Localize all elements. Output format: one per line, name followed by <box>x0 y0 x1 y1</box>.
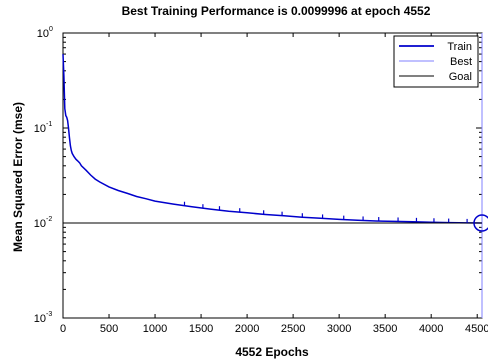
x-tick-label: 500 <box>100 323 118 335</box>
x-tick-label: 1500 <box>189 323 213 335</box>
y-tick-label-base: 10 <box>34 218 46 230</box>
best-point-marker <box>473 214 488 232</box>
x-tick-label: 4500 <box>465 323 488 335</box>
chart-title: Best Training Performance is 0.0099996 a… <box>122 4 431 18</box>
train-series-line <box>62 54 483 224</box>
x-axis-label: 4552 Epochs <box>235 345 309 359</box>
y-tick-label-exponent: -3 <box>46 311 52 318</box>
legend-label-best: Best <box>450 56 472 68</box>
legend-label-train: Train <box>447 41 472 53</box>
y-tick-label-base: 10 <box>34 313 46 325</box>
y-tick-label-exponent: -1 <box>46 121 52 128</box>
x-tick-label: 3500 <box>373 323 397 335</box>
y-tick-label-exponent: 0 <box>49 26 53 33</box>
y-tick-label-exponent: -2 <box>46 216 52 223</box>
x-tick-label: 1000 <box>143 323 167 335</box>
legend-label-goal: Goal <box>449 71 472 83</box>
x-tick-label: 2000 <box>235 323 259 335</box>
legend: Train Best Goal <box>393 35 479 88</box>
x-tick-label: 0 <box>60 323 66 335</box>
y-tick-label-base: 10 <box>34 123 46 135</box>
x-tick-label: 4000 <box>419 323 443 335</box>
y-tick-label-base: 10 <box>37 28 49 40</box>
x-tick-label: 3000 <box>327 323 351 335</box>
y-axis-label: Mean Squared Error (mse) <box>11 102 25 252</box>
x-tick-label: 2500 <box>281 323 305 335</box>
